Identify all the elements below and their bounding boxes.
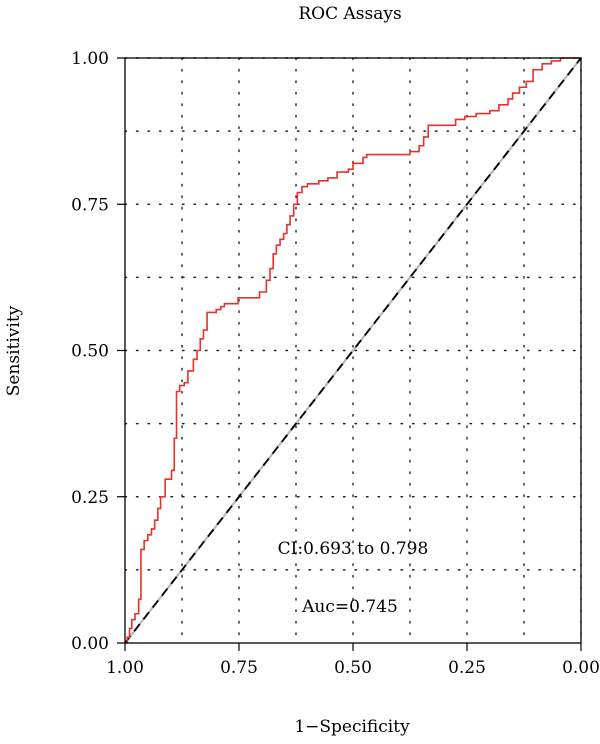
x-tick-label: 0.00 (562, 658, 600, 678)
y-tick-label: 1.00 (71, 49, 109, 69)
annotation-layer: CI:0.693 to 0.798 Auc=0.745 (278, 539, 429, 617)
x-axis-label: 1−Specificity (294, 717, 410, 737)
axis-layer: 1.00 0.75 0.50 0.25 0.00 0.00 0.25 0.50 0.75 1.00 (71, 49, 600, 678)
x-tick-label: 1.00 (106, 658, 144, 678)
y-tick-label: 0.00 (71, 634, 109, 654)
roc-curve (125, 57, 581, 644)
y-axis-label: Sensitivity (4, 305, 24, 396)
x-tick-label: 0.25 (448, 658, 486, 678)
chart-title: ROC Assays (298, 4, 401, 24)
y-tick-label: 0.25 (71, 488, 109, 508)
reference-diagonal (124, 57, 582, 644)
x-tick-label: 0.75 (220, 658, 258, 678)
ci-annotation: CI:0.693 to 0.798 (278, 539, 429, 559)
y-tick-label: 0.50 (71, 342, 109, 362)
plot-frame (124, 57, 582, 644)
y-tick-label: 0.75 (71, 195, 109, 215)
auc-annotation: Auc=0.745 (301, 597, 398, 617)
series-layer (124, 57, 582, 644)
x-tick-label: 0.50 (334, 658, 372, 678)
